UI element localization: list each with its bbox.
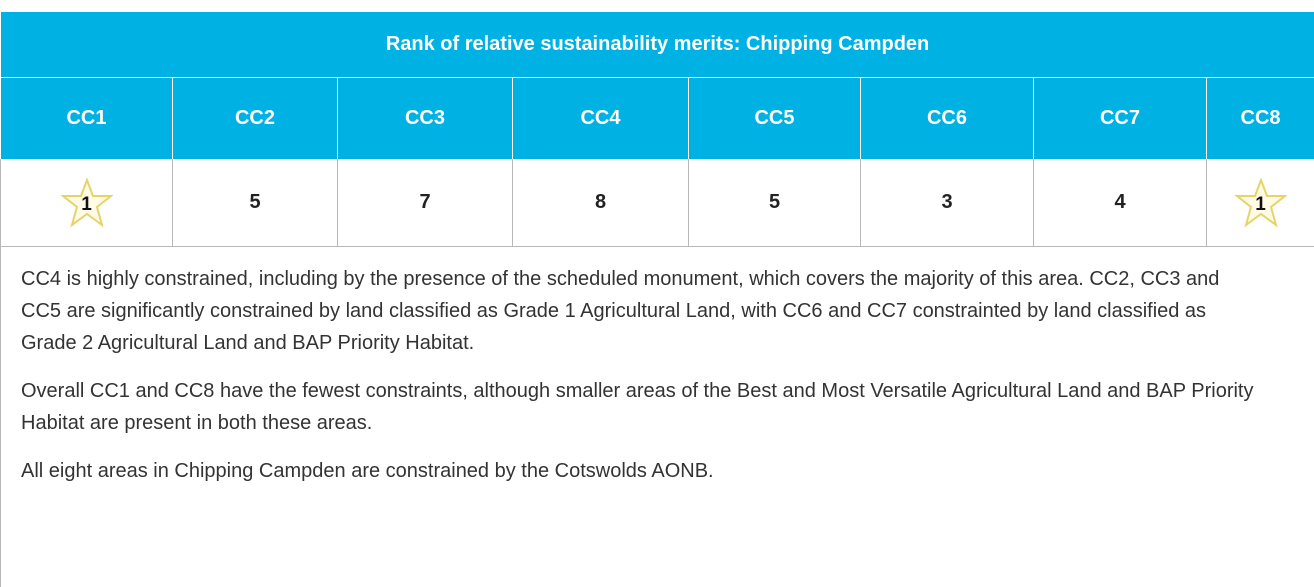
- note-paragraph: CC4 is highly constrained, including by …: [21, 268, 1220, 354]
- column-header: CC1: [0, 77, 173, 159]
- star-rank: 1: [60, 177, 113, 228]
- rank-cell: 8: [512, 159, 689, 247]
- rank-value: 3: [941, 191, 953, 213]
- column-header: CC8: [1205, 77, 1314, 159]
- column-header: CC3: [337, 77, 513, 159]
- note-paragraph: All eight areas in Chipping Campden are …: [21, 460, 714, 482]
- rank-value: 8: [594, 191, 607, 213]
- column-header: CC2: [172, 77, 338, 159]
- column-header: CC4: [512, 77, 689, 159]
- rank-value: 1: [1255, 193, 1266, 215]
- rank-cell: 1: [1205, 159, 1314, 247]
- rank-value: 4: [1114, 191, 1126, 213]
- top-strip: [0, 0, 1314, 12]
- rank-value: 1: [81, 193, 92, 215]
- column-header: CC5: [688, 77, 861, 159]
- rank-cell: 5: [172, 159, 338, 247]
- rank-row: 1 5 7 8 5 3 4 1: [0, 159, 1314, 247]
- rank-cell: 5: [688, 159, 861, 247]
- rank-value: 7: [419, 191, 431, 213]
- rank-cell: 4: [1033, 159, 1207, 247]
- rank-value: 5: [249, 191, 261, 213]
- rank-cell: 1: [0, 159, 173, 247]
- header-row: CC1 CC2 CC3 CC4 CC5 CC6 CC7 CC8: [0, 77, 1314, 159]
- column-header: CC6: [860, 77, 1034, 159]
- rank-cell: 7: [337, 159, 513, 247]
- star-rank: 1: [1234, 177, 1287, 228]
- notes: CC4 is highly constrained, including by …: [0, 247, 1314, 587]
- column-header: CC7: [1033, 77, 1207, 159]
- rank-table: Rank of relative sustainability merits: …: [0, 12, 1314, 247]
- note-paragraph: Overall CC1 and CC8 have the fewest cons…: [21, 380, 1254, 434]
- table-title: Rank of relative sustainability merits: …: [0, 12, 1314, 78]
- rank-value: 5: [768, 191, 781, 213]
- rank-cell: 3: [860, 159, 1034, 247]
- star-icon: [60, 177, 113, 228]
- star-icon: [1234, 177, 1287, 228]
